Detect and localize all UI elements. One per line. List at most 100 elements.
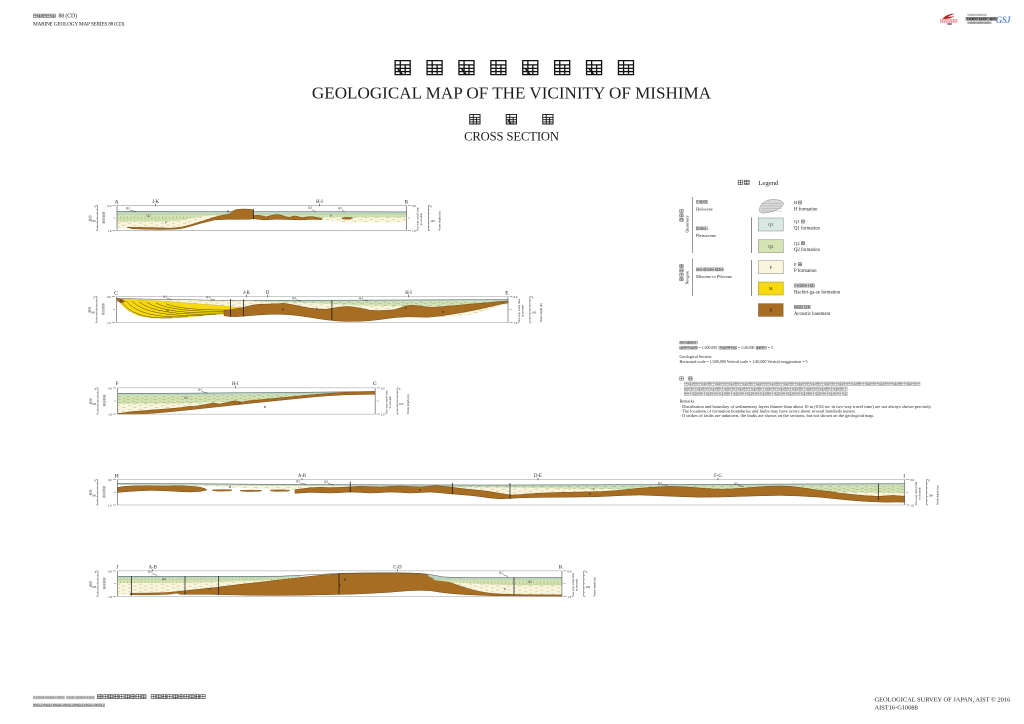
svg-text:P: P xyxy=(419,488,421,492)
svg-text:·: · xyxy=(679,391,680,396)
svg-text:Acoustic basement: Acoustic basement xyxy=(794,312,831,317)
svg-text:0: 0 xyxy=(586,570,588,574)
svg-text:B: B xyxy=(769,308,772,313)
svg-text:0.0: 0.0 xyxy=(412,204,416,208)
svg-text:J-K: J-K xyxy=(152,200,159,205)
svg-text:Q2: Q2 xyxy=(308,206,312,210)
svg-text:Water depth (m): Water depth (m) xyxy=(936,486,940,506)
svg-text:I: I xyxy=(903,473,905,479)
svg-text:in seconds: in seconds xyxy=(419,212,423,225)
svg-text:P: P xyxy=(794,262,797,267)
svg-text:·: · xyxy=(679,381,680,386)
svg-text:Q1: Q1 xyxy=(359,296,363,300)
svg-text:C-D: C-D xyxy=(393,565,402,570)
svg-text:P: P xyxy=(239,402,241,406)
svg-text:1.0: 1.0 xyxy=(514,321,518,325)
svg-text:Two-way travel time: Two-way travel time xyxy=(914,481,918,506)
svg-text:0: 0 xyxy=(95,479,97,483)
svg-text:AIST16-G10088: AIST16-G10088 xyxy=(875,704,918,711)
svg-text:Remarks: Remarks xyxy=(680,398,695,403)
svg-text:P: P xyxy=(339,583,341,587)
svg-text:0.0: 0.0 xyxy=(910,478,914,482)
svg-text:P: P xyxy=(593,487,595,491)
svg-text:100: 100 xyxy=(92,585,97,589)
svg-text:B: B xyxy=(344,578,347,582)
svg-text:Hachiri-ga-se formation: Hachiri-ga-se formation xyxy=(794,290,841,295)
svg-text:1.0: 1.0 xyxy=(107,321,111,325)
svg-text:Miocene to Pliocene: Miocene to Pliocene xyxy=(696,274,732,279)
svg-text:B: B xyxy=(589,492,592,496)
svg-text:Q2: Q2 xyxy=(768,244,773,249)
svg-text:Q2: Q2 xyxy=(324,480,328,484)
svg-text:Horizontal scale = 1/200,000: Horizontal scale = 1/200,000 Vertical sc… xyxy=(679,359,807,365)
svg-text:0.0: 0.0 xyxy=(568,569,572,573)
svg-text:0: 0 xyxy=(95,387,97,391)
svg-text:1.0: 1.0 xyxy=(910,504,914,508)
svg-text:Q2: Q2 xyxy=(528,580,532,584)
svg-text:88 (CD): 88 (CD) xyxy=(58,13,77,20)
svg-text:= 5: = 5 xyxy=(768,346,773,350)
svg-text:Water depth (m): Water depth (m) xyxy=(593,577,597,597)
svg-text:·: · xyxy=(679,386,680,391)
svg-text:H-I: H-I xyxy=(232,382,239,387)
svg-text:100: 100 xyxy=(532,311,537,315)
svg-text:1.0: 1.0 xyxy=(108,229,112,233)
svg-text:H formation: H formation xyxy=(794,207,818,212)
svg-text:0: 0 xyxy=(430,204,432,208)
svg-text:Q1: Q1 xyxy=(338,206,342,210)
svg-text:Q1: Q1 xyxy=(206,295,210,299)
svg-text:Q1: Q1 xyxy=(198,388,202,392)
svg-text:GEOLOGICAL MAP OF THE VICINITY: GEOLOGICAL MAP OF THE VICINITY OF MISHIM… xyxy=(312,84,712,103)
svg-text:M: M xyxy=(166,308,169,312)
svg-text:1.0: 1.0 xyxy=(381,413,385,417)
svg-text:P formation: P formation xyxy=(794,269,817,274)
svg-text:in seconds: in seconds xyxy=(917,487,921,500)
svg-text:J: J xyxy=(116,565,119,571)
svg-text:in seconds: in seconds xyxy=(575,578,579,591)
svg-text:0.0: 0.0 xyxy=(108,569,112,573)
svg-text:F-G: F-G xyxy=(714,474,722,479)
svg-text:· If strikes of faults are unk: · If strikes of faults are unknown, the … xyxy=(679,413,873,419)
svg-text:M: M xyxy=(769,286,773,291)
svg-text:A-B: A-B xyxy=(149,565,157,570)
svg-text:A: A xyxy=(115,199,119,205)
svg-text:Q1: Q1 xyxy=(499,571,503,575)
svg-text:H-I: H-I xyxy=(316,200,323,205)
svg-text:100: 100 xyxy=(928,493,933,497)
svg-text:A-B: A-B xyxy=(298,474,306,479)
svg-text:H: H xyxy=(115,473,119,479)
svg-text:0.0: 0.0 xyxy=(381,386,385,390)
svg-text:Quaternary: Quaternary xyxy=(685,215,689,232)
svg-text:Water depth (m): Water depth (m) xyxy=(437,211,441,231)
svg-text:· Distribution and boundary of: · Distribution and boundary of sedimenta… xyxy=(679,404,931,409)
svg-text:G: G xyxy=(373,381,377,387)
svg-text:1.0: 1.0 xyxy=(108,595,112,599)
svg-text:100: 100 xyxy=(586,585,591,589)
svg-text:Q1: Q1 xyxy=(768,222,773,227)
svg-text:Two-way travel time: Two-way travel time xyxy=(384,390,388,415)
svg-text:H-I: H-I xyxy=(405,291,412,296)
svg-text:Water depth (m): Water depth (m) xyxy=(406,394,410,414)
svg-text:Holocene: Holocene xyxy=(696,207,713,212)
svg-text:P: P xyxy=(209,587,211,591)
svg-text:Q1: Q1 xyxy=(794,219,800,224)
svg-text:Q2: Q2 xyxy=(794,241,800,246)
svg-text:B: B xyxy=(264,405,267,409)
svg-text:F: F xyxy=(116,381,119,387)
svg-text:D-E: D-E xyxy=(534,474,542,479)
svg-text:P: P xyxy=(770,265,773,270)
svg-text:Legend: Legend xyxy=(758,180,779,187)
svg-text:0: 0 xyxy=(95,570,97,574)
svg-text:CROSS SECTION: CROSS SECTION xyxy=(464,130,559,144)
svg-text:1.0: 1.0 xyxy=(412,229,416,233)
svg-text:Q2: Q2 xyxy=(292,296,296,300)
svg-text:100: 100 xyxy=(92,493,97,497)
svg-text:Q2 formation: Q2 formation xyxy=(794,248,821,253)
svg-text:B: B xyxy=(442,310,445,314)
svg-text:0.0: 0.0 xyxy=(108,478,112,482)
svg-text:E: E xyxy=(505,290,509,296)
svg-text:Q1 formation: Q1 formation xyxy=(794,226,821,231)
svg-text:0.0: 0.0 xyxy=(108,204,112,208)
svg-text:Q2: Q2 xyxy=(734,482,738,486)
svg-text:in seconds: in seconds xyxy=(521,304,525,317)
